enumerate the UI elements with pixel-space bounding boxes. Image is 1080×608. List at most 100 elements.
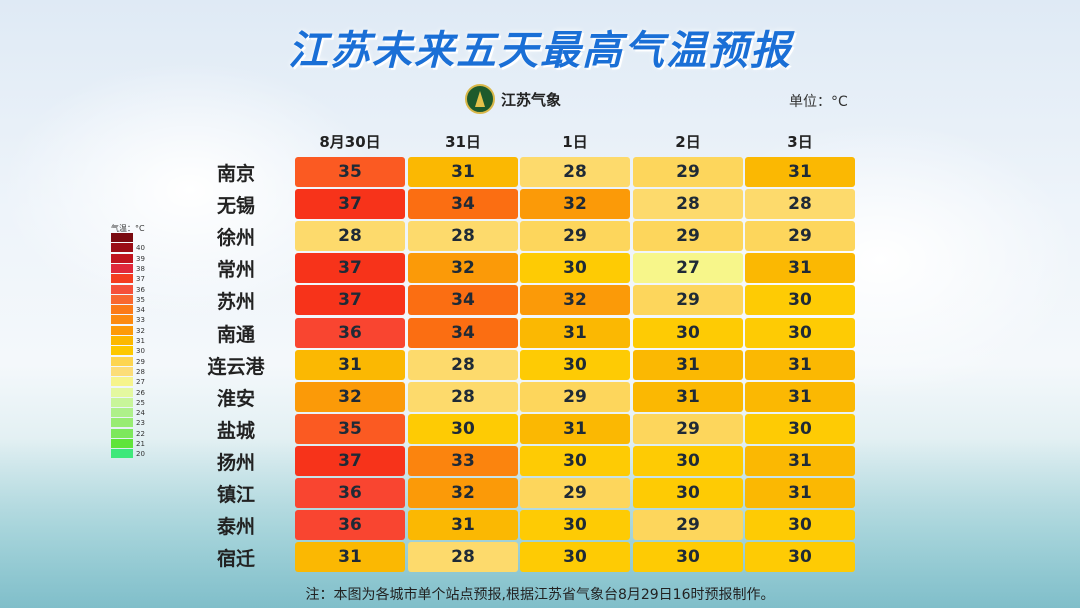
temperature-cell: 32 — [408, 478, 518, 508]
temperature-cell: 30 — [633, 542, 743, 573]
city-label: 泰州 — [216, 516, 255, 539]
temperature-cell: 37 — [295, 285, 405, 316]
legend-swatch — [111, 243, 133, 253]
temperature-cell: 36 — [295, 317, 405, 348]
legend-label: 24 — [136, 409, 145, 418]
legend-swatch — [111, 356, 133, 366]
temperature-cell: 32 — [408, 253, 518, 284]
legend-label: 40 — [136, 244, 145, 253]
temperature-cell: 27 — [633, 253, 743, 284]
city-label: 镇江 — [216, 484, 255, 506]
legend-title: 气温：°C — [111, 224, 145, 233]
legend-swatch — [111, 274, 133, 284]
temperature-cell: 30 — [633, 478, 743, 508]
legend-label: 34 — [136, 306, 145, 315]
legend-swatch — [111, 305, 133, 315]
legend-label: 31 — [136, 337, 145, 345]
temperature-cell: 31 — [408, 157, 518, 187]
city-label: 连云港 — [207, 355, 265, 378]
temperature-cell: 30 — [520, 445, 630, 476]
temperature-cell: 31 — [745, 445, 855, 476]
legend-swatch — [111, 418, 133, 428]
temperature-cell: 28 — [295, 221, 405, 252]
temperature-cell: 31 — [745, 381, 855, 412]
legend-swatch — [111, 366, 133, 376]
legend-label: 33 — [136, 316, 145, 325]
legend-label: 25 — [136, 398, 145, 407]
legend-swatch — [111, 294, 133, 304]
legend-label: 37 — [136, 275, 145, 284]
column-header: 3日 — [787, 133, 813, 151]
footnote: 注：本图为各城市单个站点预报,根据江苏省气象台8月29日16时预报制作。 — [305, 587, 775, 603]
legend-label: 38 — [136, 264, 145, 273]
temperature-cell: 30 — [745, 285, 855, 316]
temperature-cell: 28 — [408, 381, 518, 412]
temperature-cell: 31 — [520, 317, 630, 348]
city-label: 苏州 — [216, 291, 255, 314]
legend-swatch — [111, 315, 133, 325]
temperature-cell: 30 — [520, 349, 630, 380]
legend-label: 21 — [136, 440, 145, 448]
legend-swatch — [111, 325, 133, 335]
temperature-cell: 29 — [633, 285, 743, 316]
temperature-cell: 29 — [633, 157, 743, 187]
legend-swatch — [111, 336, 133, 345]
temperature-cell: 28 — [408, 221, 518, 252]
legend-label: 27 — [136, 378, 145, 387]
column-header: 8月30日 — [319, 133, 381, 151]
temperature-cell: 31 — [633, 349, 743, 380]
temperature-cell: 32 — [295, 381, 405, 412]
temperature-cell: 29 — [520, 381, 630, 412]
legend-label: 39 — [136, 254, 145, 263]
unit-label: 单位：°C — [789, 94, 848, 110]
pagoda-logo-icon — [465, 84, 495, 114]
temperature-cell: 30 — [520, 253, 630, 284]
temperature-cell: 31 — [520, 413, 630, 444]
city-label: 淮安 — [216, 387, 255, 410]
temperature-cell: 30 — [520, 542, 630, 573]
temperature-cell: 30 — [633, 445, 743, 476]
temperature-cell: 32 — [520, 285, 630, 316]
temperature-cell: 29 — [520, 478, 630, 508]
temperature-cell: 29 — [633, 221, 743, 252]
temperature-cell: 30 — [745, 413, 855, 444]
legend-swatch — [111, 253, 133, 263]
temperature-cell: 30 — [408, 413, 518, 444]
city-label: 常州 — [216, 259, 255, 282]
legend-swatch — [111, 263, 133, 273]
legend-label: 23 — [136, 419, 145, 428]
city-label: 南京 — [216, 163, 255, 185]
temperature-cell: 35 — [295, 413, 405, 444]
temperature-cell: 32 — [520, 189, 630, 220]
city-label: 徐州 — [216, 227, 255, 250]
temperature-cell: 31 — [408, 510, 518, 541]
city-label: 宿迁 — [216, 548, 255, 571]
temperature-cell: 29 — [633, 510, 743, 541]
temperature-cell: 31 — [745, 478, 855, 508]
city-label: 无锡 — [216, 195, 255, 218]
page-title: 江苏未来五天最高气温预报 — [288, 28, 792, 74]
legend-label: 30 — [136, 347, 145, 356]
legend-swatch — [111, 408, 133, 418]
temperature-cell: 34 — [408, 285, 518, 316]
city-label: 盐城 — [216, 419, 255, 442]
logo-text: 江苏气象 — [501, 90, 562, 109]
legend-swatch — [111, 346, 133, 356]
temperature-cell: 30 — [745, 510, 855, 541]
column-header: 2日 — [675, 133, 701, 151]
legend-label: 29 — [136, 357, 145, 366]
temperature-cell: 35 — [295, 157, 405, 187]
column-header: 1日 — [562, 133, 588, 151]
temperature-cell: 30 — [520, 510, 630, 541]
temperature-cell: 30 — [745, 542, 855, 573]
temperature-cell: 29 — [745, 221, 855, 252]
legend-swatch — [111, 428, 133, 438]
temperature-cell: 31 — [633, 381, 743, 412]
temperature-cell: 31 — [745, 157, 855, 187]
temperature-cell: 31 — [745, 253, 855, 284]
column-header: 31日 — [445, 133, 481, 151]
temperature-cell: 36 — [295, 478, 405, 508]
temperature-cell: 30 — [745, 317, 855, 348]
legend-label: 28 — [136, 367, 145, 376]
temperature-cell: 37 — [295, 445, 405, 476]
